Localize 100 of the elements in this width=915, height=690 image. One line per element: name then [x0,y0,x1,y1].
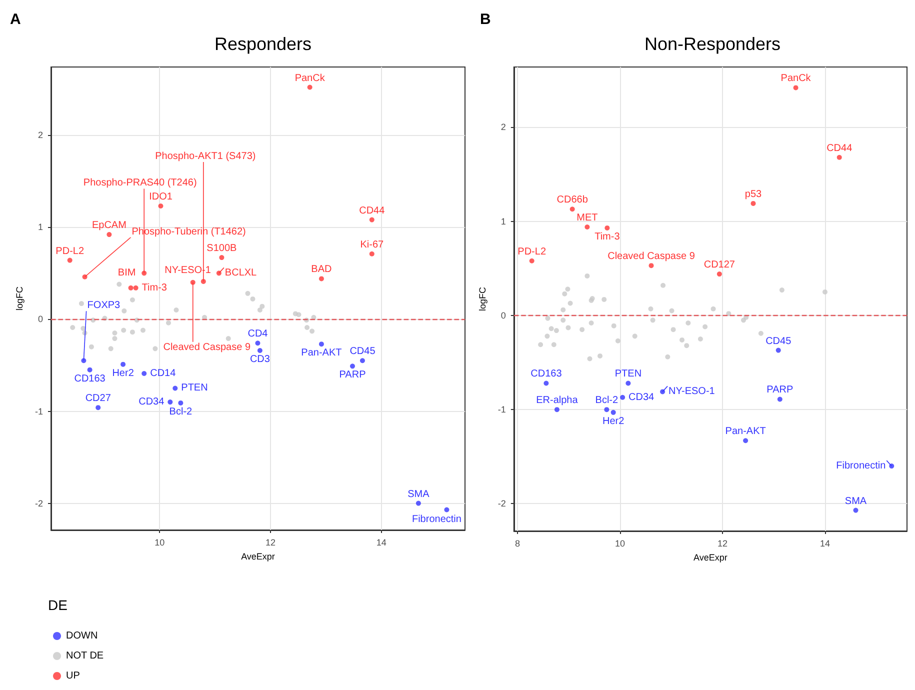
point [777,396,782,402]
point [853,508,858,513]
point [545,316,550,321]
annotation: CD4 [248,328,268,340]
point [529,258,534,264]
point [255,340,260,346]
legend-label: UP [66,670,80,682]
annotation: Fibronectin [836,460,886,472]
point [133,285,138,290]
point [670,327,676,332]
annotation: Her2 [602,416,625,427]
y-tick-label: -2 [498,498,506,509]
x-tick-label: 14 [376,538,386,548]
point [87,367,92,372]
point [665,354,670,360]
annotation: PARP [339,370,366,381]
annotation: Ki-67 [360,239,384,250]
point [369,217,374,222]
y-axis-title: logFC [14,286,25,311]
annotation: PTEN [614,368,642,380]
point [140,328,146,333]
point [776,348,781,353]
point [544,334,550,339]
point [598,353,603,358]
point [580,327,585,332]
text: B [480,11,491,28]
point [626,380,631,386]
point [81,358,86,364]
point [318,276,324,282]
point [178,400,184,406]
annotation: Her2 [112,368,134,379]
chart-title: Non-Responders [644,34,781,54]
point [632,334,638,339]
point [257,348,262,354]
annotation: PARP [766,384,794,396]
annotation: PD-L2 [56,246,84,257]
annotation: NY-ESO-1 [668,386,716,398]
point [174,308,179,313]
point [307,84,312,90]
annotation: Fibronectin [412,514,462,526]
annotation: Pan-AKT [725,426,766,438]
point [566,325,571,330]
y-tick-label: 2 [500,122,506,132]
text: A [10,11,21,28]
annotation: CD163 [530,368,562,380]
point [551,342,556,348]
annotation: Tim-3 [142,282,168,294]
point [680,337,685,342]
x-axis-title: AveExpr [694,552,728,562]
y-tick-label: -1 [34,406,43,416]
annotation: SMA [408,488,430,500]
annotation: BAD [311,264,332,276]
point [112,336,118,342]
annotation: p53 [744,188,762,200]
point [257,308,262,313]
annotation: CD45 [350,346,376,358]
x-tick-label: 10 [614,538,625,548]
point [108,346,114,352]
annotation: Bcl-2 [595,395,618,406]
point [219,255,224,260]
point [142,371,147,376]
annotation: Phospho-AKT1 (S473) [155,150,256,162]
annotation: BIM [118,267,136,278]
point [318,342,324,347]
point [67,258,72,263]
point [112,330,118,336]
annotation: Cleaved Caspase 9 [163,342,251,353]
annotation: PTEN [181,382,208,394]
point [116,282,122,287]
point [836,154,842,160]
annotation: S100B [206,243,238,254]
point [602,296,607,302]
point [660,389,666,394]
annotation: Tim-3 [594,231,620,242]
point [584,224,590,230]
y-tick-label: -2 [34,498,43,508]
y-axis-title: logFC [478,286,488,312]
point [226,336,231,342]
x-tick-label: 14 [820,538,830,548]
point [726,311,732,316]
point [615,338,620,344]
annotation: PD-L2 [518,246,546,258]
point [538,342,544,348]
legend-title: DE [48,597,68,613]
point [560,307,566,312]
annotation: CD14 [150,368,176,380]
y-tick-label: -1 [498,404,506,415]
annotation: CD27 [85,393,112,404]
point [565,286,570,292]
legend-label: NOT DE [66,650,104,662]
point [260,304,265,309]
point [310,328,315,334]
point [779,288,784,293]
y-tick-label: 2 [38,130,43,140]
point [82,274,88,280]
point [121,328,126,333]
point [350,364,355,369]
x-tick-label: 12 [717,538,728,548]
point [684,343,690,348]
point [544,380,549,386]
